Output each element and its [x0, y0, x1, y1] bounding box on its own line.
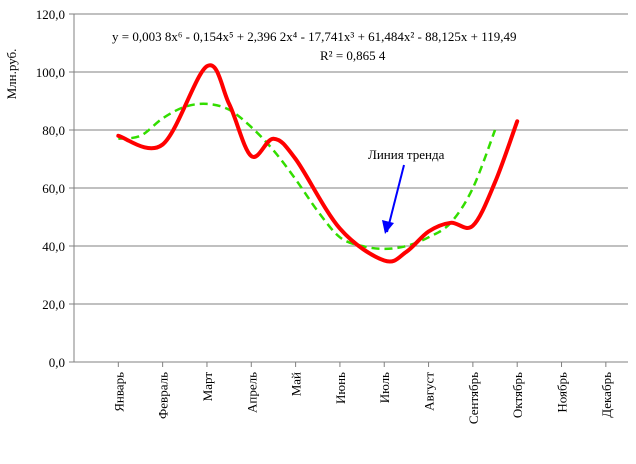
x-tick-label: Январь [111, 372, 126, 412]
x-tick-label: Август [422, 372, 437, 411]
x-tick-label: Октябрь [510, 372, 525, 418]
x-tick-label: Июнь [333, 372, 348, 404]
y-axis-label: Млн.руб. [4, 49, 19, 100]
trend-line [118, 102, 497, 251]
x-tick-label: Март [200, 372, 215, 402]
x-tick-labels: Январь Февраль Март Апрель Май Июнь Июль Август… [111, 362, 614, 424]
arrow-head [382, 220, 394, 234]
y-tick-label: 80,0 [42, 123, 65, 138]
sales-line [116, 63, 520, 264]
y-tick-label: 60,0 [42, 181, 65, 196]
annotation-arrow [382, 164, 405, 234]
y-tick-label: 0,0 [49, 355, 65, 370]
x-tick-label: Июль [377, 372, 392, 403]
y-tick-labels: 0,0 20,0 40,0 60,0 80,0 100,0 120,0 [36, 7, 65, 370]
x-tick-label: Сентябрь [466, 372, 481, 424]
series [116, 63, 520, 264]
x-tick-label: Май [289, 372, 304, 396]
arrow-shaft [386, 164, 405, 233]
y-tick-label: 120,0 [36, 7, 65, 22]
y-tick-label: 40,0 [42, 239, 65, 254]
grid [69, 13, 628, 363]
trend-annotation: Линия тренда [368, 147, 445, 162]
x-tick-label: Ноябрь [555, 372, 570, 413]
y-tick-label: 100,0 [36, 65, 65, 80]
y-tick-label: 20,0 [42, 297, 65, 312]
x-tick-label: Декабрь [599, 372, 614, 418]
axes [73, 14, 628, 363]
trend-equation: y = 0,003 8x⁶ - 0,154x⁵ + 2,396 2x⁴ - 17… [112, 29, 516, 44]
x-tick-label: Февраль [156, 372, 171, 419]
x-tick-label: Апрель [244, 372, 259, 413]
r-squared: R² = 0,865 4 [320, 48, 386, 63]
